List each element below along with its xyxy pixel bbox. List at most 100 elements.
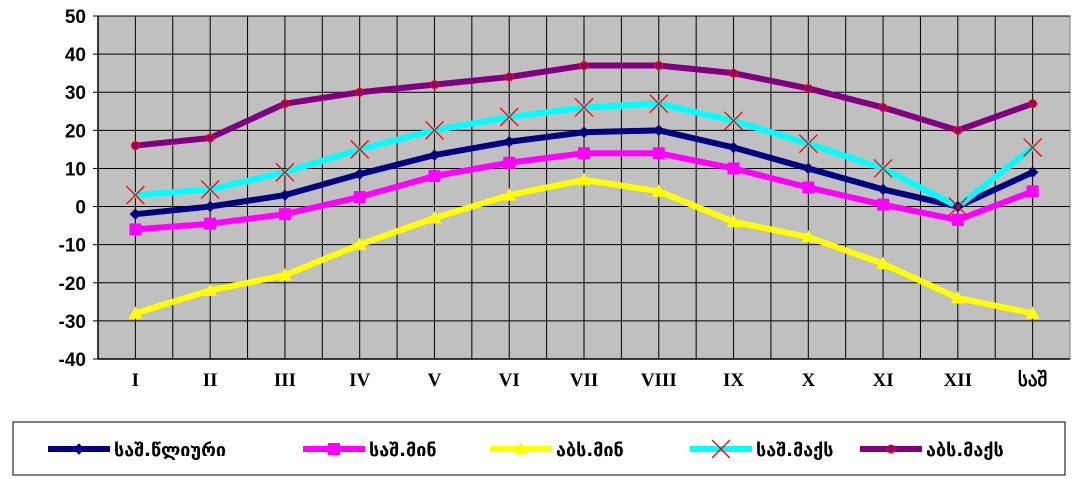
y-tick-label: 30: [65, 83, 86, 104]
data-point-4: [649, 94, 669, 114]
data-point-3: [876, 256, 890, 270]
data-point-2: [652, 147, 665, 160]
data-point-5: [654, 61, 664, 70]
x-tick-label: IV: [349, 370, 370, 391]
x-tick-label: საშ: [1018, 369, 1047, 391]
data-point-2: [428, 170, 441, 183]
data-point-5: [280, 99, 290, 109]
data-point-4: [425, 120, 444, 140]
y-tick-label: 50: [65, 7, 86, 28]
x-tick-label: VI: [499, 370, 520, 391]
data-point-3: [502, 188, 517, 201]
y-tick-label: 20: [65, 121, 86, 142]
x-tick-label: X: [801, 370, 815, 391]
data-point-2: [503, 156, 516, 169]
data-point-1: [503, 136, 515, 148]
data-point-3: [726, 214, 741, 228]
x-tick-label: VIII: [641, 370, 677, 391]
legend-item: საშ.წლიური: [48, 440, 226, 461]
data-point-3: [577, 172, 591, 186]
data-point-2: [204, 217, 217, 230]
data-point-5: [130, 141, 140, 151]
data-point-3: [651, 184, 666, 197]
y-tick-label: -30: [59, 312, 86, 333]
legend-item: აბს.მინ: [490, 440, 624, 461]
data-point-5: [205, 133, 215, 143]
data-point-5: [355, 87, 365, 97]
legend-marker: [73, 443, 85, 455]
legend-marker: [514, 441, 528, 455]
legend-item: საშ.მინ: [303, 440, 437, 461]
data-point-5: [504, 72, 514, 82]
legend-item: აბს.მაქს: [860, 440, 1004, 461]
data-point-5: [953, 125, 963, 135]
data-point-2: [278, 208, 291, 221]
x-tick-label: III: [274, 370, 296, 391]
data-point-5: [878, 103, 888, 112]
legend-label: საშ.მაქს: [756, 440, 833, 461]
data-point-1: [428, 149, 441, 161]
data-point-4: [350, 139, 370, 159]
data-point-2: [578, 147, 590, 160]
legend-label: საშ.წლიური: [114, 440, 226, 461]
legend-item: საშ.მაქს: [690, 439, 833, 461]
x-tick-label: XII: [944, 370, 973, 391]
data-point-3: [352, 237, 367, 251]
data-point-2: [1026, 185, 1039, 198]
legend-marker: [328, 443, 340, 455]
data-point-5: [579, 61, 589, 70]
data-point-1: [578, 126, 590, 138]
data-point-4: [724, 111, 743, 131]
data-point-5: [729, 68, 738, 78]
legend-label: საშ.მინ: [369, 440, 437, 461]
data-point-2: [951, 213, 964, 226]
data-point-4: [798, 134, 818, 154]
data-point-1: [353, 168, 366, 180]
data-point-3: [203, 283, 217, 296]
legend-label: აბს.მაქს: [926, 440, 1004, 461]
legend-marker: [711, 439, 731, 459]
data-point-1: [727, 141, 740, 154]
data-point-1: [129, 208, 142, 220]
data-point-2: [353, 191, 366, 204]
y-tick-label: -40: [59, 350, 86, 371]
data-point-4: [499, 107, 519, 127]
data-point-4: [200, 179, 220, 199]
data-point-1: [1026, 166, 1039, 178]
y-tick-label: 0: [75, 198, 86, 219]
data-point-4: [1023, 138, 1043, 157]
data-point-4: [948, 197, 968, 217]
data-point-4: [873, 158, 893, 178]
y-tick-label: -20: [59, 274, 86, 295]
data-point-5: [803, 83, 813, 93]
data-point-4: [275, 162, 295, 182]
data-point-3: [1025, 306, 1040, 319]
data-point-2: [802, 181, 815, 194]
y-tick-label: 10: [65, 159, 86, 180]
x-tick-label: V: [428, 370, 442, 391]
x-tick-label: I: [132, 370, 139, 391]
y-tick-label: 40: [65, 45, 86, 66]
data-point-1: [653, 124, 665, 137]
data-point-4: [574, 98, 594, 117]
data-point-1: [279, 189, 291, 201]
data-point-5: [1028, 99, 1038, 109]
data-point-5: [430, 80, 439, 90]
data-point-1: [877, 183, 889, 196]
data-point-3: [278, 268, 292, 281]
legend-label: აბს.მინ: [556, 440, 624, 461]
x-tick-label: IX: [723, 370, 744, 391]
x-tick-label: II: [203, 370, 218, 391]
y-tick-label: -10: [59, 236, 86, 257]
data-point-3: [951, 290, 965, 304]
data-point-2: [727, 162, 740, 175]
data-point-2: [129, 223, 142, 236]
data-point-4: [125, 185, 145, 205]
x-tick-label: XI: [873, 370, 894, 391]
data-point-1: [802, 162, 815, 175]
legend-marker: [886, 444, 896, 454]
data-point-3: [801, 230, 816, 243]
data-point-3: [427, 210, 442, 224]
